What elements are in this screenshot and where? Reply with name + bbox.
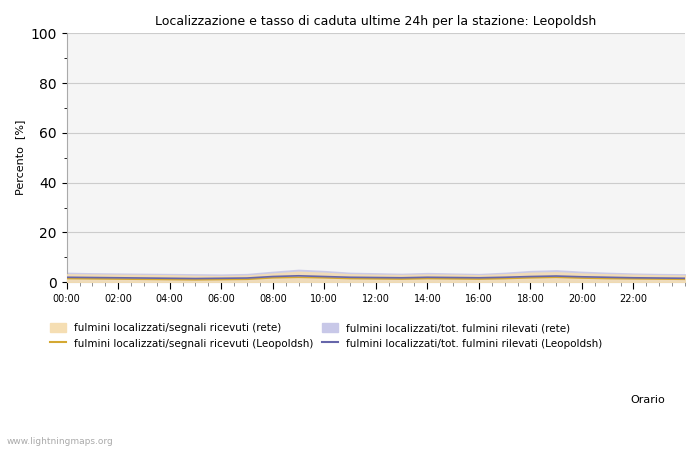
- Text: www.lightningmaps.org: www.lightningmaps.org: [7, 436, 113, 446]
- Title: Localizzazione e tasso di caduta ultime 24h per la stazione: Leopoldsh: Localizzazione e tasso di caduta ultime …: [155, 15, 596, 28]
- Text: Orario: Orario: [630, 395, 665, 405]
- Y-axis label: Percento  [%]: Percento [%]: [15, 120, 25, 195]
- Legend: fulmini localizzati/segnali ricevuti (rete), fulmini localizzati/segnali ricevut: fulmini localizzati/segnali ricevuti (re…: [48, 320, 606, 352]
